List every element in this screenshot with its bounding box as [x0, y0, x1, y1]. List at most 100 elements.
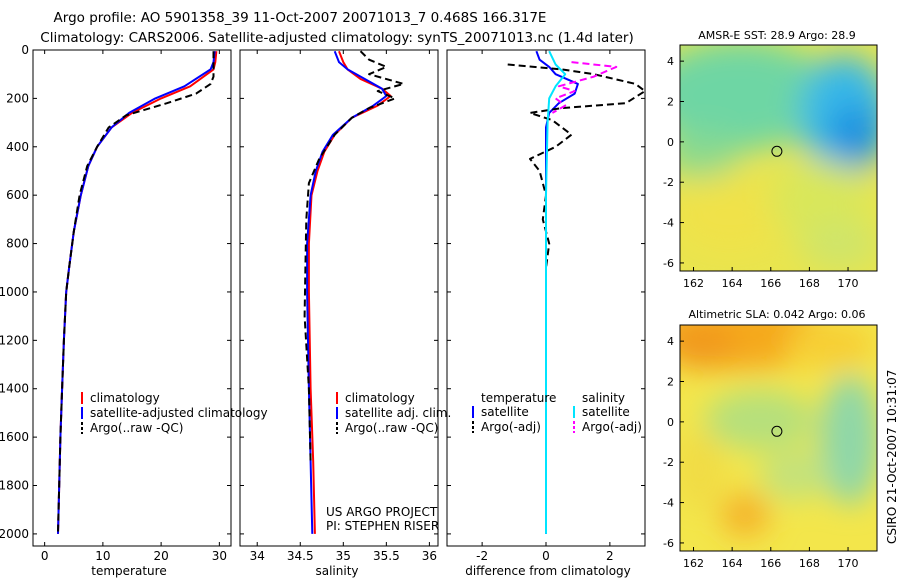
pi-label: PI: STEPHEN RISER [326, 519, 439, 533]
x-tick-label: -2 [476, 549, 488, 563]
x-tick-label: 36 [422, 549, 437, 563]
sla-blob-4 [705, 390, 815, 450]
x-tick-label: 20 [153, 549, 168, 563]
salinity-legend: climatology satellite adj. clim. Argo(..… [336, 391, 451, 435]
legend-label-sal-argo: Argo(..raw -QC) [345, 421, 438, 435]
legend-label-climatology: climatology [90, 391, 160, 405]
legend-label-diff-sal-satellite: satellite [582, 405, 630, 419]
x-tick-label: 30 [212, 549, 227, 563]
salinity-series [303, 50, 405, 534]
map-x-tick-label: 166 [760, 557, 781, 570]
map-y-tick-label: -6 [663, 537, 674, 550]
y-tick-label: 800 [6, 237, 29, 251]
series-satellite-adjusted-climatology [57, 51, 216, 534]
map-y-tick-label: -2 [663, 176, 674, 189]
sla-blob-8 [680, 430, 725, 510]
legend-label-diff-temp-argo: Argo(-adj) [481, 420, 541, 434]
y-tick-label: 2000 [0, 527, 29, 541]
temperature-legend: climatology satellite-adjusted climatolo… [81, 391, 268, 435]
temperature-xlabel: temperature [91, 564, 166, 578]
sla-map-frame [679, 324, 878, 552]
map-y-tick-label: 4 [667, 335, 674, 348]
x-tick-label: 10 [95, 549, 110, 563]
y-tick-label: 400 [6, 140, 29, 154]
map-x-tick-label: 166 [760, 277, 781, 290]
y-tick-label: 1000 [0, 285, 29, 299]
series-temperature-argo-adj- [507, 63, 645, 389]
difference-axes: -2 0 2 [447, 49, 645, 563]
series-salinity-argo-adj- [551, 61, 618, 114]
legend-heading-salinity: salinity [582, 391, 625, 405]
x-tick-label: 35.5 [373, 549, 400, 563]
x-tick-label: 2 [606, 549, 614, 563]
series-climatology [307, 50, 392, 534]
y-tick-label: 600 [6, 188, 29, 202]
x-tick-label: 0 [41, 549, 49, 563]
map-x-tick-label: 168 [799, 277, 820, 290]
legend-label-argo: Argo(..raw -QC) [90, 421, 183, 435]
y-tick-label: 1400 [0, 382, 29, 396]
x-tick-label: 35 [336, 549, 351, 563]
temperature-series [57, 51, 218, 534]
map-y-tick-label: 4 [667, 55, 674, 68]
legend-heading-temperature: temperature [481, 391, 556, 405]
sla-blob-7 [720, 493, 770, 537]
temperature-axes: 0 10 20 30 0 200 400 600 800 1000 1200 1400 1600 1800… [0, 43, 231, 563]
temperature-panel-frame [32, 49, 232, 547]
y-tick-label: 200 [6, 91, 29, 105]
sst-map-axes: 162 164 166 168 170 -6 -4 -2 0 2 4 [663, 55, 858, 290]
sst-blob-6 [770, 160, 870, 240]
project-label: US ARGO PROJECT [326, 505, 438, 519]
map-x-tick-label: 170 [838, 557, 859, 570]
map-y-tick-label: -6 [663, 257, 674, 270]
map-y-tick-label: 2 [667, 376, 674, 389]
sst-blob-5 [680, 175, 790, 255]
series-salinity-satellite [545, 50, 567, 534]
map-y-tick-label: -4 [663, 217, 674, 230]
y-tick-label: 1600 [0, 430, 29, 444]
map-y-tick-label: 2 [667, 96, 674, 109]
map-y-tick-label: -2 [663, 456, 674, 469]
sst-argo-marker [771, 145, 783, 157]
figure-title-line2: Climatology: CARS2006. Satellite-adjuste… [40, 30, 633, 46]
sla-blob-3 [785, 325, 875, 370]
figure-title-line1: Argo profile: AO 5901358_39 11-Oct-2007 … [54, 10, 547, 26]
y-tick-label: 1200 [0, 333, 29, 347]
sla-field-blobs [680, 325, 877, 537]
map-x-tick-label: 162 [683, 277, 704, 290]
difference-series [507, 50, 645, 534]
sst-map-title: AMSR-E SST: 28.9 Argo: 28.9 [698, 29, 856, 42]
sla-blob-2 [680, 325, 735, 370]
series-argo-raw-qc- [57, 51, 215, 532]
sst-blob-3 [830, 105, 877, 165]
x-tick-label: 0 [542, 549, 550, 563]
sla-blob-6 [760, 450, 830, 500]
salinity-axes: 34 34.5 35 35.5 36 [240, 49, 438, 563]
series-climatology [57, 51, 218, 534]
sst-blob-1 [680, 45, 835, 150]
x-tick-label: 34.5 [287, 549, 314, 563]
sst-field-blobs [680, 45, 877, 270]
map-x-tick-label: 162 [683, 557, 704, 570]
y-tick-label: 1800 [0, 479, 29, 493]
legend-label-diff-temp-satellite: satellite [481, 405, 529, 419]
legend-label-sal-climatology: climatology [345, 391, 415, 405]
map-x-tick-label: 170 [838, 277, 859, 290]
map-x-tick-label: 164 [722, 557, 743, 570]
y-tick-label: 0 [21, 43, 29, 57]
legend-label-satellite-adjusted: satellite-adjusted climatology [90, 406, 268, 420]
sla-argo-marker [771, 425, 783, 437]
sst-map-field [680, 45, 877, 271]
difference-legend: temperature satellite Argo(-adj) salinit… [472, 391, 642, 434]
map-y-tick-label: 0 [667, 416, 674, 429]
legend-label-diff-sal-argo: Argo(-adj) [582, 420, 642, 434]
x-tick-label: 34 [250, 549, 265, 563]
sst-blob-7 [800, 220, 877, 270]
sst-blob-4 [680, 133, 740, 177]
sst-map-frame [679, 44, 878, 272]
sla-map-field [680, 325, 877, 551]
series-satellite-adj-clim- [306, 50, 388, 534]
series-argo-raw-qc- [303, 50, 405, 462]
legend-label-sal-satellite: satellite adj. clim. [345, 406, 451, 420]
